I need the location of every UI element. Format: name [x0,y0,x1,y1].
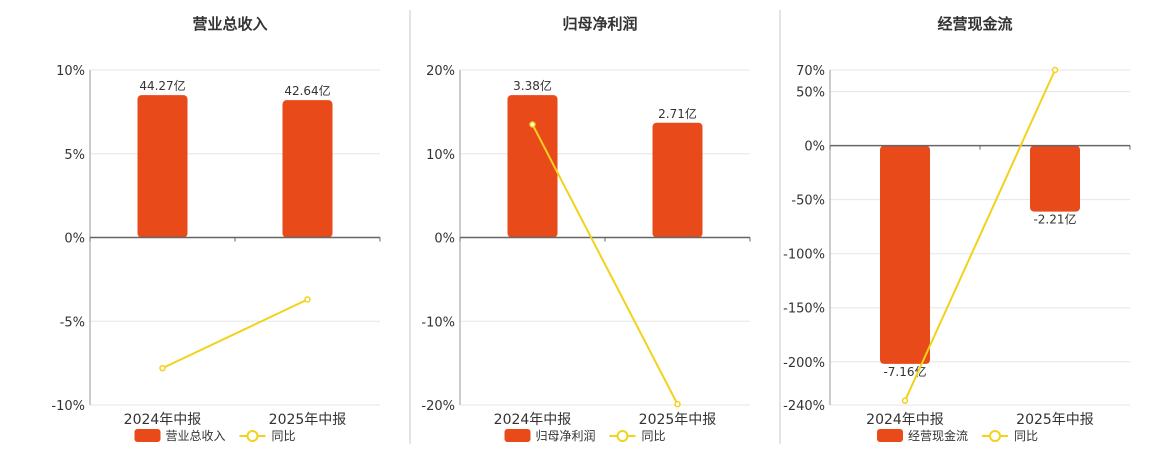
chart-3-ytick-label-4: -50% [791,194,825,209]
chart-3-title: 经营现金流 [937,15,1012,33]
chart-3-legend-bar-swatch [877,429,903,442]
chart-3-ytick-label-1: 70% [796,64,825,79]
chart-3-legend-line-marker [989,430,1001,442]
chart-2-bar-label-2: 2.71亿 [658,106,697,121]
chart-1-ytick-label-4: -5% [60,315,85,330]
chart-2-legend-bar-label: 归母净利润 [536,429,596,443]
chart-2-ytick-label-4: -10% [421,315,455,330]
chart-1-legend-bar-label: 营业总收入 [166,429,226,443]
chart-3-yoy-line [904,69,1056,402]
chart-2-title: 归母净利润 [562,15,637,33]
chart-1-title: 营业总收入 [192,15,267,33]
chart-1-yoy-point-2 [304,296,311,303]
chart-3-bar-label-2: -2.21亿 [1033,212,1076,227]
chart-3-ytick-label-8: -240% [783,399,825,414]
chart-1-ytick-label-3: 0% [64,232,85,247]
chart-1-bar-label-2: 42.64亿 [284,83,330,98]
chart-2-yoy-point-2 [674,400,681,408]
chart-2-ytick-label-5: -20% [421,399,455,414]
chart-2-yoy-point-1 [529,121,536,128]
chart-3-ytick-label-5: -100% [783,248,825,263]
chart-1-ytick-label-2: 5% [64,148,85,163]
chart-3-ytick-label-2: 50% [796,86,825,101]
chart-1-bar-1 [137,95,188,238]
chart-2-category-label-2: 2025年中报 [639,412,717,428]
chart-3-ytick-label-6: -150% [783,302,825,317]
chart-2-legend-line-label: 同比 [642,429,666,443]
chart-1-yoy-line [162,298,308,370]
chart-3-ytick-label-3: 0% [804,140,825,155]
chart-1-legend-bar-swatch [134,429,161,442]
chart-3-category-label-2: 2025年中报 [1016,412,1094,428]
chart-1-category-label-1: 2024年中报 [124,412,202,428]
chart-3-yoy-point-1 [901,397,909,404]
chart-1-yoy-point-1 [159,364,166,372]
chart-2-category-label-1: 2024年中报 [494,412,572,428]
chart-1-bar-label-1: 44.27亿 [139,78,185,93]
chart-2-bar-1 [507,95,558,238]
chart-1-bar-2 [282,100,333,238]
chart-3-bar-2 [1030,145,1080,212]
chart-1-ytick-label-1: 10% [56,64,85,79]
chart-1-legend-line-marker [246,430,259,442]
chart-3-category-label-1: 2024年中报 [866,412,944,428]
chart-2-ytick-label-3: 0% [434,232,455,247]
chart-3-bar-1 [880,145,930,364]
chart-2-yoy-line [531,123,679,405]
chart-3-legend-line-label: 同比 [1014,429,1038,443]
chart-2-bar-2 [652,122,703,238]
chart-1-legend-line-label: 同比 [272,429,296,443]
chart-3-legend-bar-label: 经营现金流 [908,428,968,443]
chart-2-legend-line-marker [616,430,629,442]
chart-2-bar-label-1: 3.38亿 [513,78,552,93]
chart-3-yoy-point-2 [1051,66,1059,74]
chart-1-ytick-label-5: -10% [51,399,85,414]
chart-2-ytick-label-2: 10% [426,148,455,163]
chart-1-category-label-2: 2025年中报 [269,412,347,428]
chart-3-ytick-label-7: -200% [783,356,825,371]
chart-2-legend-bar-swatch [504,429,531,442]
chart-2-ytick-label-1: 20% [426,64,455,79]
